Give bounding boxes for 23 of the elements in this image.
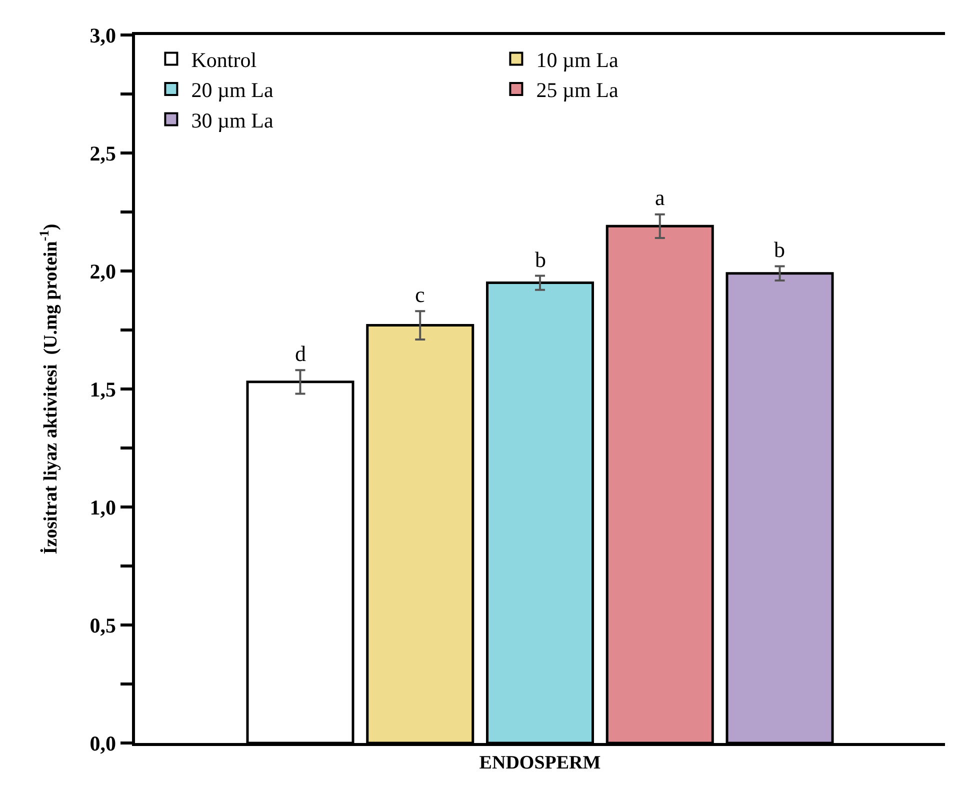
- bar: [246, 380, 354, 743]
- data-label: a: [655, 185, 665, 210]
- y-tick-label: 2,5: [90, 141, 116, 166]
- y-tick-label: 1,5: [90, 377, 116, 402]
- data-label: b: [535, 247, 546, 272]
- data-label: c: [415, 282, 425, 307]
- data-label: d: [295, 341, 306, 366]
- legend-label: 20 µm La: [191, 78, 274, 102]
- bar: [726, 272, 834, 743]
- y-tick-label: 2,0: [90, 259, 116, 284]
- legend-label: 25 µm La: [536, 78, 619, 102]
- bar: [486, 282, 594, 743]
- legend-label: Kontrol: [191, 48, 257, 72]
- bar: [606, 224, 714, 743]
- legend-label: 30 µm La: [191, 108, 274, 132]
- x-tick-label: ENDOSPERM: [479, 752, 601, 774]
- y-tick-label: 0,5: [90, 613, 116, 638]
- data-label: b: [774, 237, 785, 262]
- legend-label: 10 µm La: [536, 48, 619, 72]
- y-tick-label: 1,0: [90, 495, 116, 520]
- bar: [366, 324, 474, 743]
- y-tick-label: 0,0: [90, 731, 116, 756]
- y-tick-label: 3,0: [90, 23, 116, 48]
